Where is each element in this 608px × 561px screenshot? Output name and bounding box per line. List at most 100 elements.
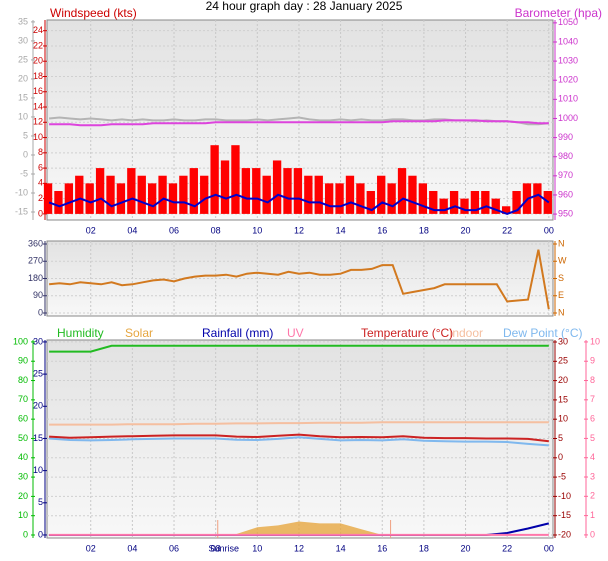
gust-bar	[147, 183, 157, 214]
series-area	[49, 521, 549, 536]
y-tick-label: 100	[13, 336, 28, 346]
gust-bar	[241, 168, 251, 214]
legend-entry: Solar	[125, 326, 153, 340]
gust-bar	[304, 175, 313, 214]
gust-bar	[397, 168, 407, 214]
gust-bar	[220, 160, 230, 214]
x-tick-label: 08	[211, 225, 221, 235]
y-tick-label: E	[558, 290, 564, 300]
x-tick-label: 04	[127, 225, 137, 235]
x-tick-label: 08	[211, 543, 221, 553]
x-tick-label: 00	[544, 225, 554, 235]
y-tick-label: 20	[18, 491, 28, 501]
x-tick-label: 12	[294, 543, 304, 553]
y-tick-label: 20	[558, 375, 568, 385]
gust-bar	[75, 175, 84, 214]
gust-bar	[314, 175, 323, 214]
axis-title: Windspeed (kts)	[50, 6, 137, 20]
y-tick-label: 360	[28, 238, 43, 248]
x-tick-label: 04	[127, 543, 137, 553]
x-tick-label: 02	[86, 543, 96, 553]
y-tick-label: 18	[33, 71, 43, 81]
gust-bar	[252, 168, 261, 214]
gust-bar	[127, 168, 136, 214]
series-line	[49, 119, 549, 127]
y-tick-label: 270	[28, 256, 43, 266]
gust-bar	[85, 183, 94, 214]
y-tick-label: 0	[23, 529, 28, 539]
y-tick-label: 90	[18, 356, 28, 366]
gust-bar	[200, 175, 209, 214]
axis-title: Barometer (hpa)	[515, 6, 602, 20]
gust-bar	[377, 175, 386, 214]
gust-bar	[470, 190, 480, 214]
x-tick-label: 06	[169, 543, 179, 553]
gust-bar	[293, 168, 303, 214]
y-tick-label: 980	[558, 151, 573, 161]
y-tick-label: -5	[558, 471, 566, 481]
y-tick-label: W	[558, 256, 567, 266]
y-tick-label: 950	[558, 208, 573, 218]
y-tick-label: 5	[38, 497, 43, 507]
gust-bar	[64, 183, 74, 214]
y-tick-label: 15	[33, 433, 43, 443]
gust-bar	[95, 168, 105, 214]
y-tick-label: 14	[33, 101, 43, 111]
y-tick-label: 0	[38, 307, 43, 317]
legend-entry: Indoor	[449, 326, 483, 340]
gust-bar	[262, 175, 271, 214]
legend-entry: Dew Point (°C)	[503, 326, 582, 340]
y-tick-label: S	[558, 273, 564, 283]
y-tick-label: 9	[590, 356, 595, 366]
y-tick-label: 5	[23, 130, 28, 140]
y-tick-label: -10	[558, 491, 571, 501]
gust-bar	[272, 160, 282, 214]
y-tick-label: 1000	[558, 113, 578, 123]
y-tick-label: 22	[33, 40, 43, 50]
gust-bar	[501, 206, 511, 214]
gust-bar	[179, 175, 188, 214]
y-tick-label: 3	[590, 471, 595, 481]
y-tick-label: 30	[18, 35, 28, 45]
gust-bar	[481, 190, 490, 214]
series-line	[49, 249, 550, 310]
x-tick-label: 18	[419, 543, 429, 553]
x-tick-label: 20	[461, 543, 471, 553]
y-tick-label: 15	[558, 394, 568, 404]
gust-bar	[210, 145, 219, 214]
gust-bar	[418, 183, 428, 214]
gust-bar	[168, 183, 178, 214]
y-tick-label: 40	[18, 452, 28, 462]
x-tick-label: 12	[294, 225, 304, 235]
x-tick-label: 10	[252, 225, 262, 235]
y-tick-label: 90	[33, 290, 43, 300]
x-tick-label: 16	[377, 543, 387, 553]
y-tick-label: 70	[18, 394, 28, 404]
series-line	[49, 421, 549, 426]
y-tick-label: 10	[33, 132, 43, 142]
y-tick-label: 180	[28, 273, 43, 283]
x-tick-label: 14	[336, 543, 346, 553]
gust-bar	[54, 190, 63, 214]
y-tick-label: 50	[18, 433, 28, 443]
y-tick-label: 25	[18, 54, 28, 64]
y-tick-label: 24	[33, 25, 43, 35]
y-tick-label: -5	[20, 168, 28, 178]
gust-bar	[387, 183, 396, 214]
y-tick-label: 8	[590, 375, 595, 385]
y-tick-label: 25	[33, 368, 43, 378]
gust-bar	[439, 198, 448, 214]
y-tick-label: 30	[558, 336, 568, 346]
y-tick-label: 2	[38, 193, 43, 203]
y-tick-label: 10	[590, 336, 600, 346]
y-tick-label: 60	[18, 414, 28, 424]
y-tick-label: 10	[18, 111, 28, 121]
y-tick-label: 10	[18, 510, 28, 520]
gust-bar	[356, 183, 365, 214]
x-tick-label: 20	[461, 225, 471, 235]
y-tick-label: 2	[590, 491, 595, 501]
y-tick-label: 4	[590, 452, 595, 462]
gust-bar	[533, 183, 542, 214]
x-tick-label: 16	[377, 225, 387, 235]
